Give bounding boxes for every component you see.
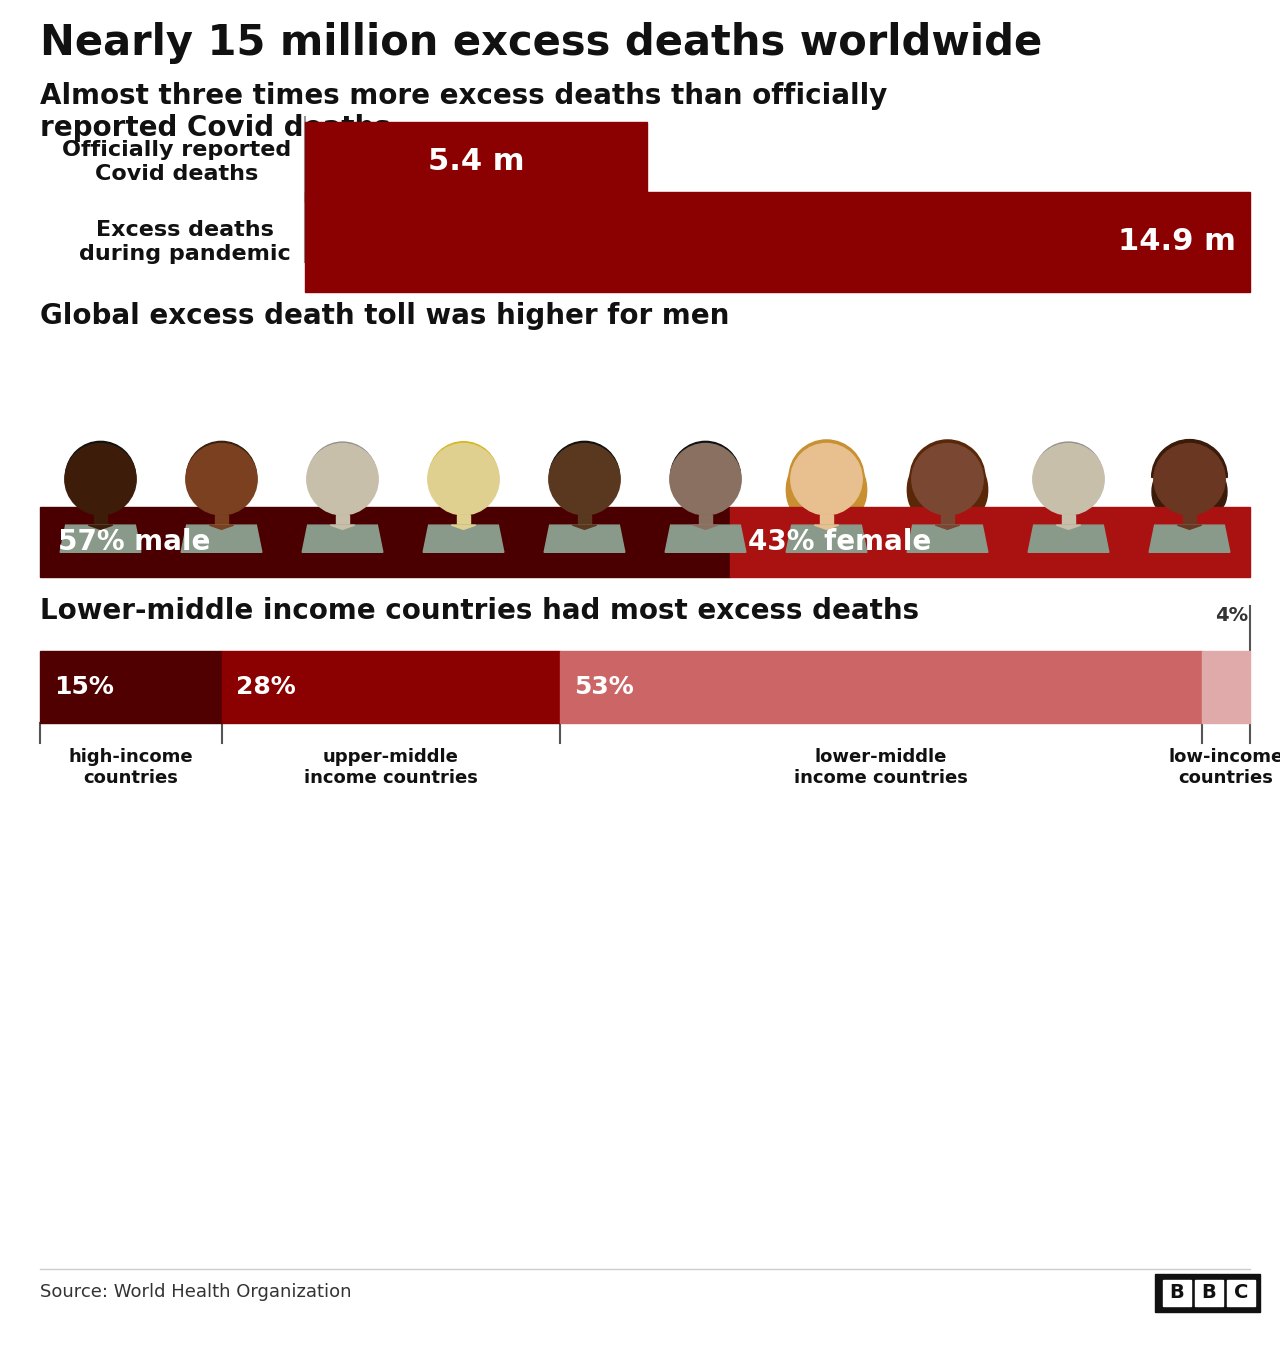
Text: Almost three times more excess deaths than officially
reported Covid deaths: Almost three times more excess deaths th… — [40, 82, 887, 143]
Polygon shape — [1149, 525, 1230, 552]
Text: 15%: 15% — [54, 675, 114, 699]
Polygon shape — [302, 525, 383, 552]
Polygon shape — [786, 525, 867, 552]
FancyBboxPatch shape — [561, 651, 1202, 723]
Wedge shape — [910, 440, 986, 477]
FancyBboxPatch shape — [305, 193, 1251, 292]
Circle shape — [549, 443, 621, 515]
Text: lower-middle
income countries: lower-middle income countries — [794, 748, 968, 787]
Text: Source: World Health Organization: Source: World Health Organization — [40, 1282, 352, 1301]
Ellipse shape — [847, 469, 867, 512]
FancyBboxPatch shape — [577, 515, 591, 525]
Circle shape — [186, 443, 257, 515]
Wedge shape — [65, 442, 136, 477]
FancyBboxPatch shape — [1202, 651, 1251, 723]
Text: low-income
countries: low-income countries — [1169, 748, 1280, 787]
Circle shape — [1153, 443, 1225, 515]
FancyBboxPatch shape — [40, 506, 730, 577]
Text: Global excess death toll was higher for men: Global excess death toll was higher for … — [40, 302, 730, 330]
FancyBboxPatch shape — [1061, 515, 1075, 525]
FancyBboxPatch shape — [221, 651, 561, 723]
Wedge shape — [429, 442, 498, 477]
Text: upper-middle
income countries: upper-middle income countries — [303, 748, 477, 787]
Text: 28%: 28% — [236, 675, 296, 699]
Polygon shape — [60, 525, 141, 552]
Polygon shape — [330, 525, 355, 529]
Text: B: B — [1170, 1284, 1184, 1303]
Wedge shape — [671, 442, 740, 477]
Ellipse shape — [1210, 474, 1228, 509]
Wedge shape — [187, 442, 256, 477]
Polygon shape — [544, 525, 625, 552]
Polygon shape — [666, 525, 746, 552]
Ellipse shape — [968, 469, 988, 512]
Polygon shape — [424, 525, 504, 552]
Polygon shape — [182, 525, 262, 552]
Wedge shape — [308, 442, 376, 477]
FancyBboxPatch shape — [40, 651, 221, 723]
Circle shape — [307, 443, 378, 515]
Wedge shape — [1034, 442, 1102, 477]
Circle shape — [911, 443, 983, 515]
FancyBboxPatch shape — [819, 515, 833, 525]
FancyBboxPatch shape — [93, 515, 108, 525]
Ellipse shape — [1152, 474, 1170, 509]
FancyBboxPatch shape — [699, 515, 712, 525]
Circle shape — [791, 443, 863, 515]
FancyBboxPatch shape — [1183, 515, 1197, 525]
Text: 5.4 m: 5.4 m — [428, 148, 525, 176]
FancyBboxPatch shape — [215, 515, 228, 525]
Text: 53%: 53% — [575, 675, 634, 699]
Wedge shape — [1152, 439, 1228, 477]
Wedge shape — [549, 442, 620, 477]
Text: Officially reported
Covid deaths: Officially reported Covid deaths — [61, 140, 291, 183]
Polygon shape — [1028, 525, 1108, 552]
FancyBboxPatch shape — [941, 515, 955, 525]
Polygon shape — [814, 525, 838, 529]
FancyBboxPatch shape — [1155, 1274, 1260, 1312]
Text: Excess deaths
during pandemic: Excess deaths during pandemic — [79, 221, 291, 264]
FancyBboxPatch shape — [1228, 1280, 1254, 1307]
Polygon shape — [694, 525, 718, 529]
Circle shape — [669, 443, 741, 515]
FancyBboxPatch shape — [457, 515, 470, 525]
Text: Lower-middle income countries had most excess deaths: Lower-middle income countries had most e… — [40, 597, 919, 625]
Polygon shape — [908, 525, 988, 552]
Text: 43% female: 43% female — [748, 528, 931, 556]
Ellipse shape — [908, 469, 927, 512]
FancyBboxPatch shape — [335, 515, 349, 525]
Polygon shape — [88, 525, 113, 529]
Polygon shape — [1056, 525, 1080, 529]
Text: 57% male: 57% male — [58, 528, 210, 556]
Wedge shape — [788, 440, 864, 477]
FancyBboxPatch shape — [305, 123, 648, 202]
Polygon shape — [452, 525, 476, 529]
Polygon shape — [936, 525, 960, 529]
Text: high-income
countries: high-income countries — [68, 748, 193, 787]
FancyBboxPatch shape — [1164, 1280, 1190, 1307]
Text: 14.9 m: 14.9 m — [1119, 228, 1236, 256]
Ellipse shape — [786, 469, 806, 512]
Text: 4%: 4% — [1215, 606, 1248, 625]
Text: Nearly 15 million excess deaths worldwide: Nearly 15 million excess deaths worldwid… — [40, 22, 1042, 65]
Circle shape — [1033, 443, 1105, 515]
FancyBboxPatch shape — [730, 506, 1251, 577]
Text: C: C — [1234, 1284, 1248, 1303]
Polygon shape — [572, 525, 596, 529]
Polygon shape — [210, 525, 234, 529]
FancyBboxPatch shape — [1196, 1280, 1222, 1307]
Text: B: B — [1202, 1284, 1216, 1303]
Polygon shape — [1178, 525, 1202, 529]
Circle shape — [65, 443, 136, 515]
Circle shape — [428, 443, 499, 515]
